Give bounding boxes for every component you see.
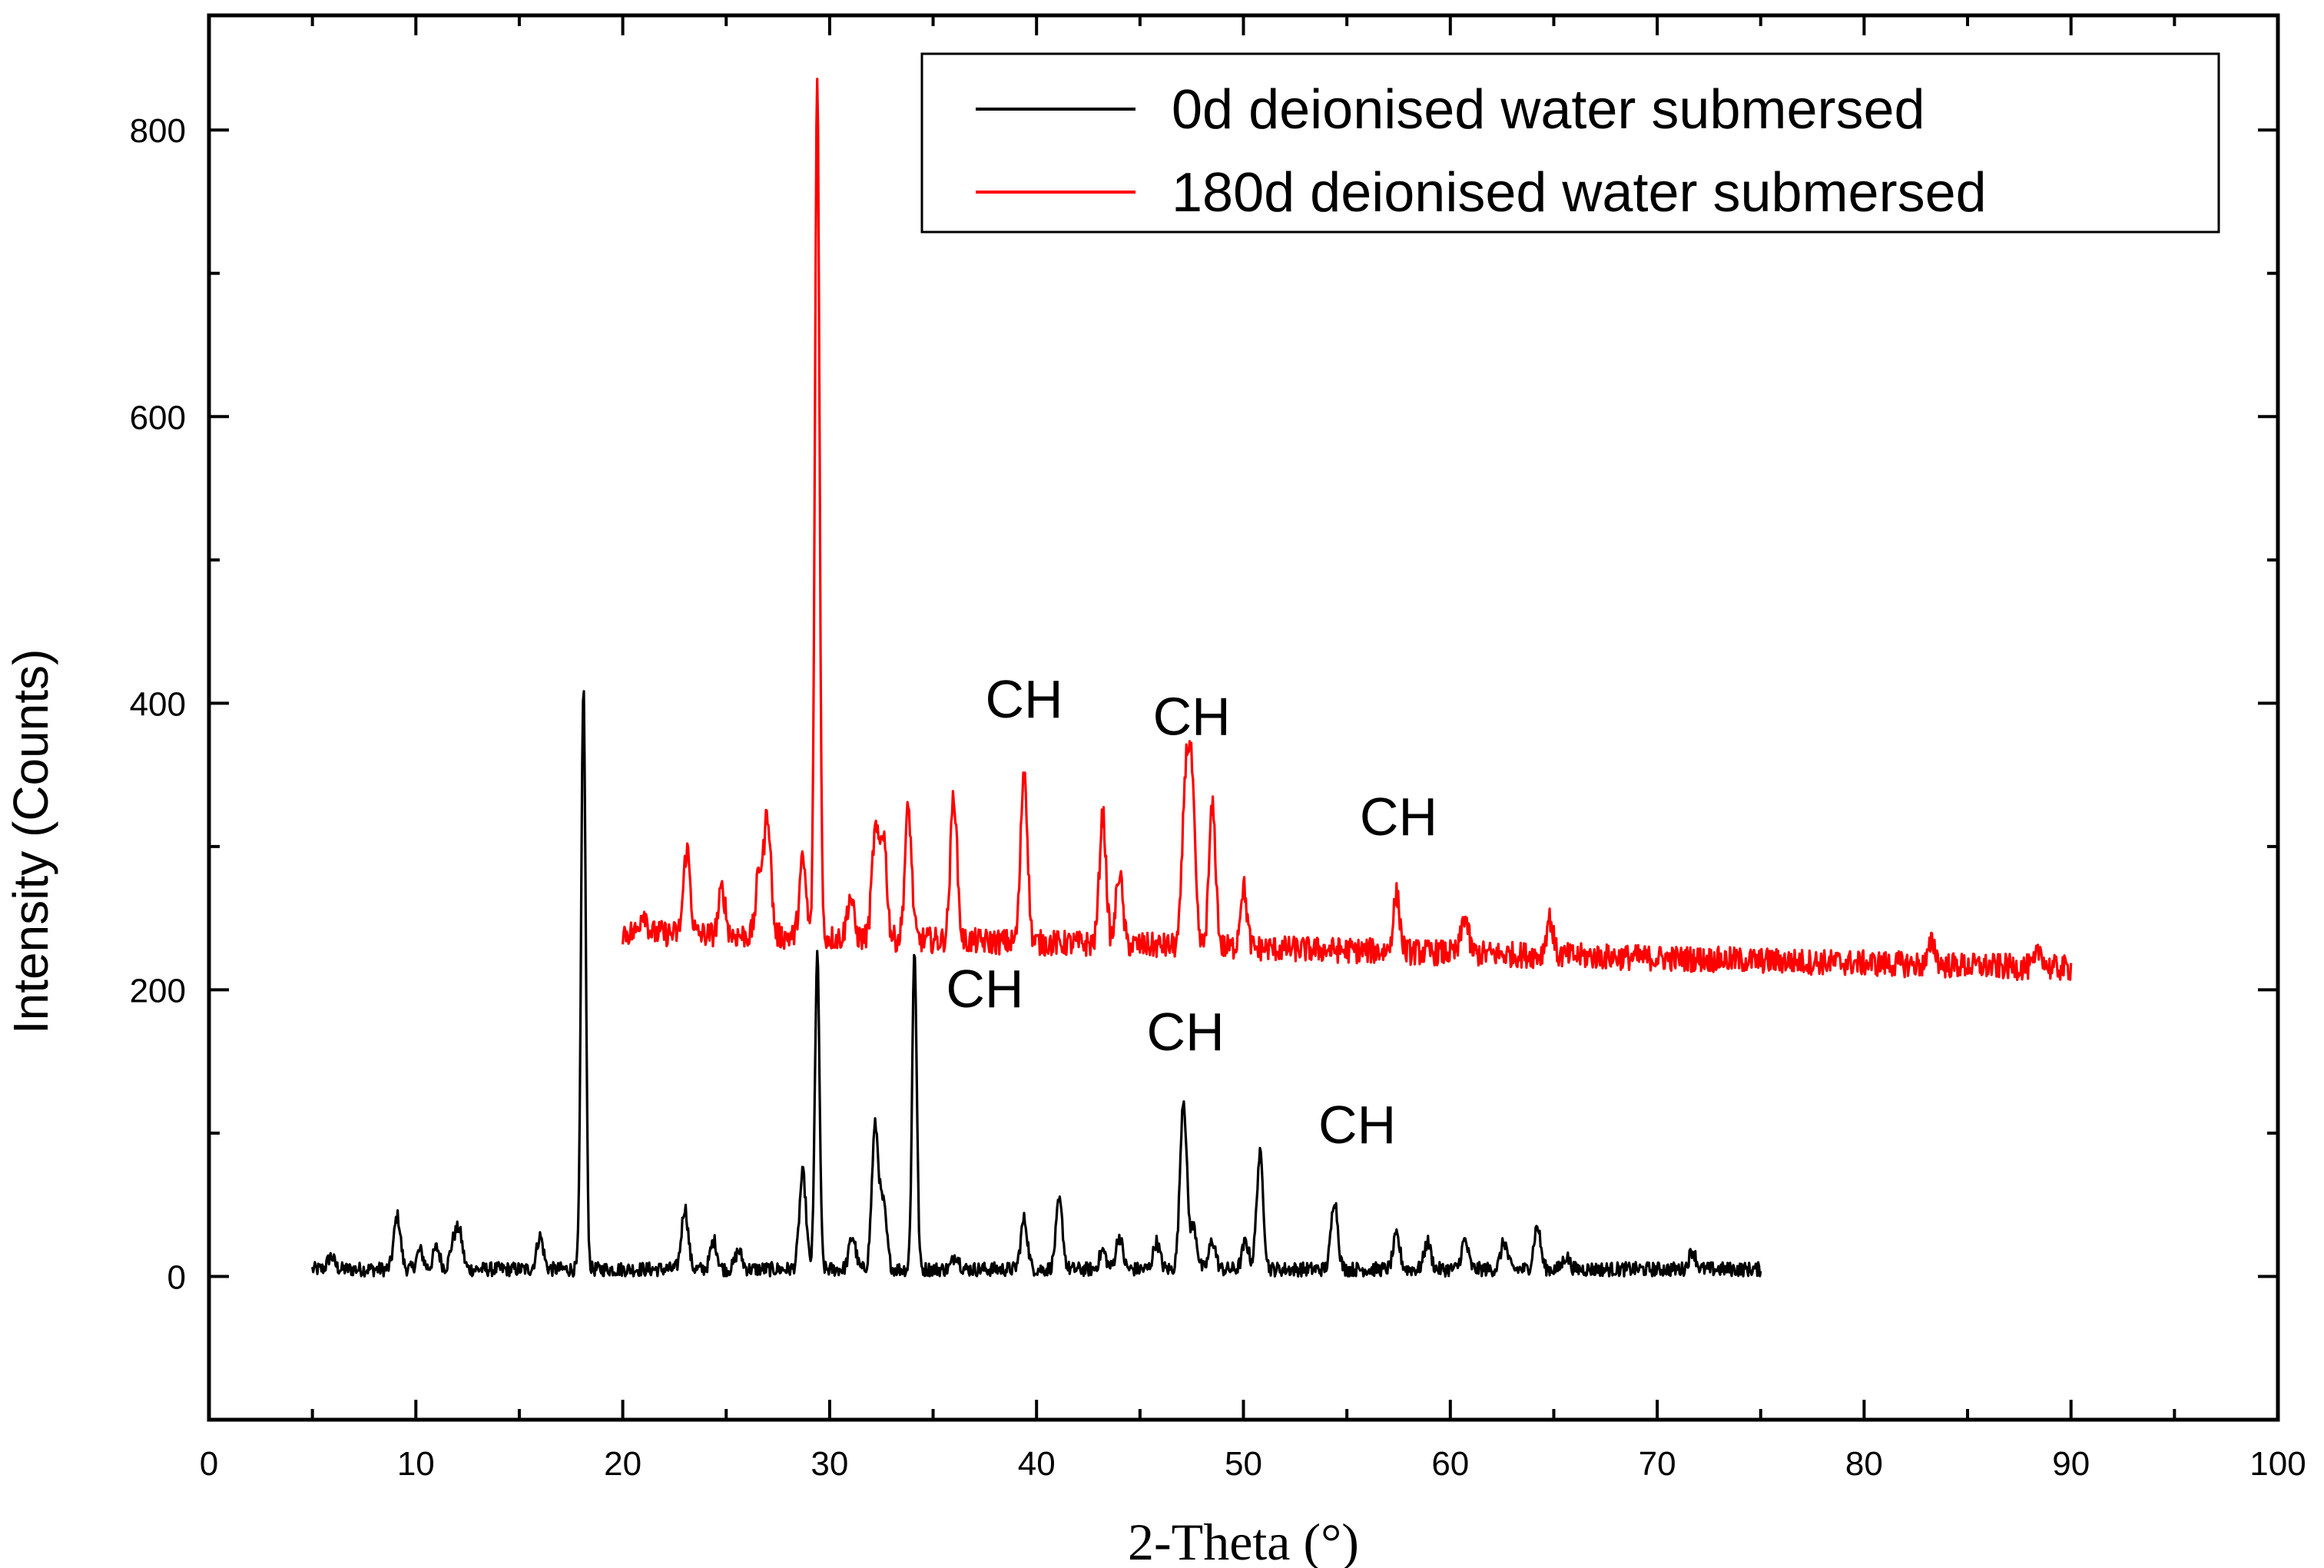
y-tick-label: 200 xyxy=(130,972,186,1009)
peak-label-ch: CH xyxy=(1153,686,1231,746)
x-tick-label: 70 xyxy=(1639,1445,1676,1483)
y-tick-label: 600 xyxy=(130,399,186,436)
x-tick-label: 40 xyxy=(1018,1445,1056,1483)
x-axis: 0 10 20 30 40 50 60 70 80 90 100 xyxy=(200,15,2306,1483)
x-tick-label: 10 xyxy=(397,1445,435,1483)
x-tick-label: 100 xyxy=(2249,1445,2306,1483)
y-tick-label: 800 xyxy=(130,112,186,150)
peak-label-ch: CH xyxy=(1360,787,1437,847)
y-axis-title: Intensity (Counts) xyxy=(3,649,58,1035)
x-tick-label: 0 xyxy=(200,1445,218,1483)
peak-label-ch: CH xyxy=(985,669,1063,729)
peak-label-ch: CH xyxy=(946,959,1023,1019)
y-tick-label: 0 xyxy=(167,1258,186,1296)
x-tick-label: 30 xyxy=(811,1445,848,1483)
x-tick-label: 60 xyxy=(1431,1445,1469,1483)
x-tick-label: 50 xyxy=(1225,1445,1262,1483)
legend-label-180d: 180d deionised water submersed xyxy=(1172,162,1987,224)
y-axis: 0 200 400 600 800 xyxy=(130,112,2278,1421)
y-tick-label: 400 xyxy=(130,685,186,723)
x-tick-label: 20 xyxy=(604,1445,642,1483)
legend-box xyxy=(920,52,2220,234)
peak-label-ch: CH xyxy=(1147,1002,1225,1062)
peak-annotations: CH CH CH CH CH CH xyxy=(946,669,1437,1155)
peak-label-ch: CH xyxy=(1318,1095,1396,1155)
series-line-1 xyxy=(622,78,2073,982)
series-line-0 xyxy=(311,690,1762,1278)
x-axis-title: 2-Theta (°) xyxy=(1128,1513,1359,1568)
plot-lines xyxy=(311,78,2073,1278)
legend: 0d deionised water submersed 180d deioni… xyxy=(920,52,2220,234)
x-tick-label: 80 xyxy=(1845,1445,1883,1483)
x-tick-label: 90 xyxy=(2052,1445,2090,1483)
legend-label-0d: 0d deionised water submersed xyxy=(1172,79,1925,141)
